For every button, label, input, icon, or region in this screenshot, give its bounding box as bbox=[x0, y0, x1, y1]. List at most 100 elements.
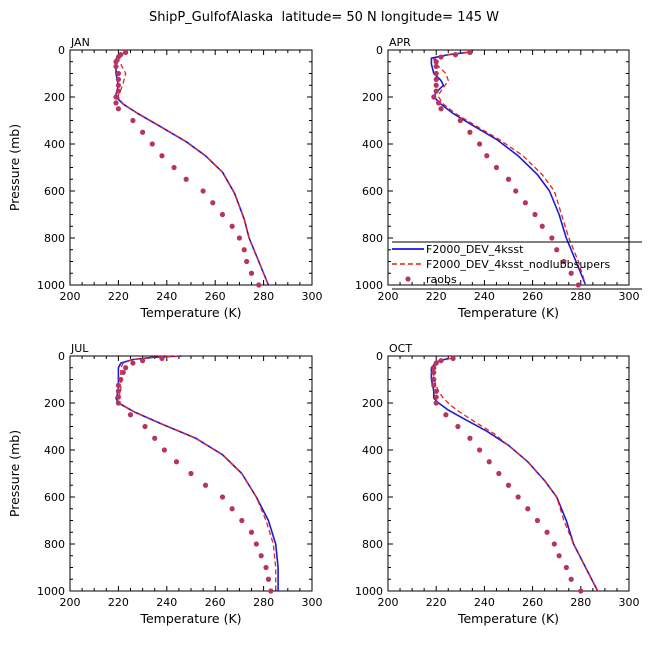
raob-point bbox=[263, 564, 269, 571]
raob-point bbox=[433, 360, 439, 366]
y-tick-label: 600 bbox=[44, 491, 65, 504]
y-tick-label: 800 bbox=[44, 232, 65, 245]
raob-point bbox=[115, 394, 121, 400]
raob-point bbox=[219, 211, 226, 218]
series-nodlubb-line-jul bbox=[117, 355, 277, 591]
raob-point bbox=[522, 200, 528, 206]
raob-point bbox=[248, 270, 255, 276]
raob-point bbox=[438, 358, 444, 364]
series-nodlubb-line-oct bbox=[433, 357, 599, 592]
plot-frame-oct bbox=[387, 355, 630, 592]
raob-point bbox=[467, 129, 473, 135]
series-raobs-oct bbox=[431, 355, 584, 594]
raob-point bbox=[467, 435, 473, 441]
x-tick-label: 280 bbox=[570, 290, 591, 303]
raob-point bbox=[505, 176, 512, 182]
raob-point bbox=[433, 394, 439, 400]
raob-point bbox=[130, 360, 136, 366]
x-axis-label-apr: Temperature (K) bbox=[457, 305, 559, 320]
x-tick-label: 240 bbox=[474, 596, 495, 609]
raob-point bbox=[248, 529, 255, 535]
raob-point bbox=[568, 576, 574, 582]
x-tick-label: 200 bbox=[60, 290, 81, 303]
panel-label-apr: APR bbox=[389, 36, 411, 49]
raob-point bbox=[515, 494, 521, 500]
raob-point bbox=[265, 576, 272, 582]
x-tick-label: 300 bbox=[619, 596, 640, 609]
raob-point bbox=[159, 153, 165, 159]
y-tick-label: 0 bbox=[58, 44, 65, 57]
raob-point bbox=[229, 506, 235, 512]
raob-point bbox=[123, 49, 129, 55]
raob-point bbox=[159, 355, 165, 361]
plot-frame-jan bbox=[69, 49, 313, 286]
raob-point bbox=[115, 88, 121, 94]
y-tick-label: 600 bbox=[44, 185, 65, 198]
raob-point bbox=[433, 388, 439, 394]
y-tick-label: 400 bbox=[44, 138, 65, 151]
raob-point bbox=[476, 447, 483, 453]
series-model-line-oct bbox=[430, 357, 599, 592]
y-tick-label: 600 bbox=[362, 491, 383, 504]
raob-point bbox=[431, 365, 437, 371]
raob-point bbox=[450, 355, 456, 361]
x-tick-label: 280 bbox=[253, 596, 274, 609]
legend-entry-model: F2000_DEV_4ksst bbox=[392, 243, 524, 256]
raob-point bbox=[115, 106, 121, 112]
raob-point bbox=[433, 59, 439, 65]
y-tick-label: 0 bbox=[376, 44, 383, 57]
x-tick-label: 220 bbox=[426, 290, 447, 303]
panel-apr: 200 220 240 260 280 300 0 200 400 600 800 1000 APR Te… bbox=[355, 36, 640, 320]
raob-point bbox=[115, 388, 121, 394]
raob-point bbox=[152, 435, 158, 441]
y-tick-label: 200 bbox=[44, 397, 65, 410]
raob-point bbox=[549, 235, 555, 241]
legend: F2000_DEV_4ksst F2000_DEV_4ksst_nodlubbs… bbox=[392, 241, 642, 290]
x-tick-label: 260 bbox=[205, 290, 226, 303]
panel-label-oct: OCT bbox=[389, 342, 412, 355]
x-axis-label-jul: Temperature (K) bbox=[139, 611, 241, 626]
raob-point bbox=[455, 423, 461, 430]
series-raobs-jan bbox=[113, 49, 262, 288]
x-tick-label: 220 bbox=[426, 596, 447, 609]
x-tick-label: 280 bbox=[253, 290, 274, 303]
raob-point bbox=[241, 247, 247, 253]
y-tick-label: 400 bbox=[362, 444, 383, 457]
x-tick-label: 200 bbox=[378, 290, 399, 303]
raob-point bbox=[140, 358, 146, 364]
series-raobs-jul bbox=[115, 355, 274, 594]
y-tick-label: 800 bbox=[362, 232, 383, 245]
raob-point bbox=[505, 482, 512, 488]
raob-point bbox=[219, 494, 226, 500]
x-tick-label: 300 bbox=[302, 290, 323, 303]
series-model-line-jul bbox=[115, 355, 279, 591]
raob-point bbox=[433, 400, 439, 406]
raob-point bbox=[443, 412, 449, 418]
raob-point bbox=[161, 447, 167, 453]
x-tick-label: 200 bbox=[60, 596, 81, 609]
y-tick-label: 1000 bbox=[37, 585, 65, 598]
y-tick-label: 0 bbox=[376, 350, 383, 363]
raob-point bbox=[127, 412, 134, 418]
raob-point bbox=[431, 382, 437, 388]
x-tick-label: 300 bbox=[302, 596, 323, 609]
raob-point bbox=[113, 63, 119, 70]
y-tick-label: 400 bbox=[44, 444, 65, 457]
raob-point bbox=[142, 423, 148, 430]
raob-point bbox=[513, 188, 519, 194]
raob-point bbox=[568, 270, 574, 276]
raob-point bbox=[544, 529, 550, 535]
raob-point bbox=[532, 211, 538, 218]
legend-entry-raobs: raobs bbox=[405, 273, 457, 286]
y-tick-label: 200 bbox=[362, 397, 383, 410]
raob-point bbox=[525, 506, 531, 512]
raob-point bbox=[210, 200, 216, 206]
y-tick-label: 1000 bbox=[355, 279, 383, 292]
raob-point bbox=[438, 54, 444, 60]
raob-point bbox=[115, 76, 121, 82]
raob-point bbox=[484, 153, 490, 159]
y-tick-label: 600 bbox=[362, 185, 383, 198]
panel-label-jul: JUL bbox=[70, 342, 89, 355]
raob-point bbox=[431, 369, 437, 376]
raob-point bbox=[433, 76, 439, 82]
